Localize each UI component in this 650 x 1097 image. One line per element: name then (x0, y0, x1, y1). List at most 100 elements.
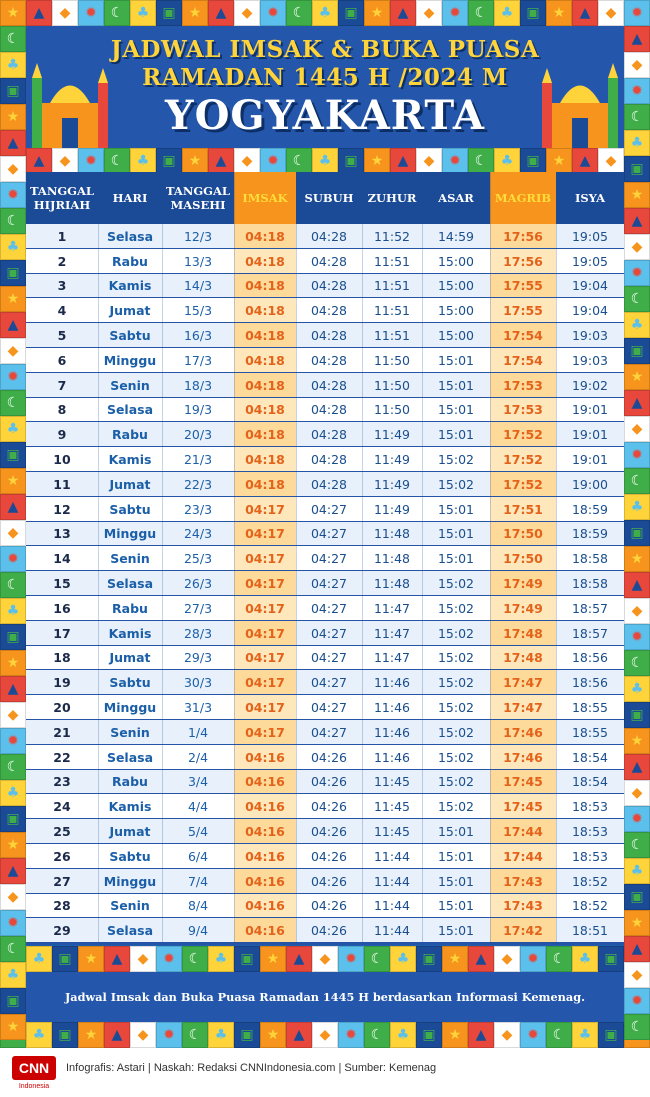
cell-asar: 15:01 (422, 868, 490, 894)
cell-hari: Senin (98, 720, 162, 745)
row-divider (26, 371, 624, 373)
mosque-icon: ▲ (572, 148, 598, 174)
cell-imsak: 04:16 (234, 918, 296, 944)
cell-isya: 18:52 (556, 893, 624, 919)
lantern-icon: ▣ (624, 702, 650, 728)
table-row: 24 Kamis 4/4 04:16 04:26 11:45 15:02 17:45 18:53 (26, 794, 624, 820)
mosque-icon: ▲ (0, 858, 26, 884)
crescent-icon: ☾ (104, 0, 130, 26)
crescent-icon: ☾ (182, 1022, 208, 1048)
palm-tree-icon: ♣ (572, 1022, 598, 1048)
cell-subuh: 04:28 (296, 273, 362, 299)
crescent-icon: ☾ (0, 26, 26, 52)
cell-asar: 15:02 (422, 571, 490, 596)
cell-asar: 15:00 (422, 273, 490, 299)
cell-asar: 15:01 (422, 546, 490, 572)
mosque-icon: ▲ (104, 1022, 130, 1048)
cell-magrib: 17:45 (490, 769, 556, 795)
lantern-icon: ▣ (52, 1022, 78, 1048)
table-row: 8 Selasa 19/3 04:18 04:28 11:50 15:01 17:53 19:0… (26, 397, 624, 423)
palm-tree-icon: ♣ (0, 962, 26, 988)
cell-masehi: 4/4 (162, 794, 234, 820)
cell-subuh: 04:27 (296, 720, 362, 745)
row-divider (26, 347, 624, 348)
cell-magrib: 17:50 (490, 521, 556, 547)
cell-zuhur: 11:44 (362, 918, 422, 944)
diamond-icon: ◆ (0, 338, 26, 364)
row-divider (26, 495, 624, 497)
cell-zuhur: 11:51 (362, 298, 422, 324)
cell-hijri: 1 (26, 224, 98, 249)
cell-zuhur: 11:44 (362, 893, 422, 919)
star-icon: ★ (0, 832, 26, 858)
cell-zuhur: 11:49 (362, 422, 422, 448)
cell-isya: 18:57 (556, 596, 624, 621)
cell-magrib: 17:55 (490, 298, 556, 324)
cell-magrib: 17:51 (490, 496, 556, 522)
star-icon: ★ (0, 468, 26, 494)
cell-hari: Minggu (98, 695, 162, 720)
cell-imsak: 04:18 (234, 422, 296, 448)
row-divider (26, 843, 624, 844)
row-divider (26, 867, 624, 869)
diamond-icon: ◆ (598, 148, 624, 174)
cell-hari: Jumat (98, 645, 162, 671)
cell-subuh: 04:27 (296, 521, 362, 547)
cell-isya: 18:59 (556, 496, 624, 522)
crescent-icon: ☾ (624, 468, 650, 494)
sun-icon: ✹ (260, 0, 286, 26)
cell-hijri: 28 (26, 893, 98, 919)
star-icon: ★ (624, 364, 650, 390)
cell-imsak: 04:17 (234, 496, 296, 522)
cell-isya: 19:00 (556, 472, 624, 497)
palm-tree-icon: ♣ (572, 946, 598, 972)
cell-magrib: 17:56 (490, 248, 556, 274)
cell-isya: 19:02 (556, 372, 624, 398)
table-row: 26 Sabtu 6/4 04:16 04:26 11:44 15:01 17:44 18:53 (26, 844, 624, 869)
column-divider (556, 172, 557, 945)
column-divider (422, 172, 423, 945)
cell-isya: 19:03 (556, 348, 624, 373)
cell-hari: Selasa (98, 397, 162, 423)
row-divider (26, 595, 624, 596)
cell-hijri: 21 (26, 720, 98, 745)
mosque-icon: ▲ (468, 1022, 494, 1048)
cell-magrib: 17:47 (490, 695, 556, 720)
table-row: 19 Sabtu 30/3 04:17 04:27 11:46 15:02 17:47 18:5… (26, 670, 624, 696)
cell-subuh: 04:28 (296, 372, 362, 398)
palm-tree-icon: ♣ (0, 780, 26, 806)
cell-imsak: 04:17 (234, 695, 296, 720)
table-row: 11 Jumat 22/3 04:18 04:28 11:49 15:02 17:52 19:0… (26, 472, 624, 497)
diamond-icon: ◆ (624, 598, 650, 624)
cell-hijri: 22 (26, 744, 98, 770)
cell-masehi: 5/4 (162, 819, 234, 844)
cell-imsak: 04:17 (234, 620, 296, 646)
cell-isya: 18:56 (556, 670, 624, 696)
cell-asar: 15:02 (422, 720, 490, 745)
diamond-icon: ◆ (52, 0, 78, 26)
mosque-icon: ▲ (208, 0, 234, 26)
crescent-icon: ☾ (0, 572, 26, 598)
cell-asar: 15:02 (422, 596, 490, 621)
cell-magrib: 17:54 (490, 348, 556, 373)
cell-masehi: 25/3 (162, 546, 234, 572)
header-imsak: IMSAK (234, 172, 296, 224)
crescent-icon: ☾ (624, 650, 650, 676)
cell-zuhur: 11:44 (362, 844, 422, 869)
row-divider (26, 471, 624, 472)
diamond-icon: ◆ (312, 946, 338, 972)
cell-hari: Kamis (98, 273, 162, 299)
cell-hari: Jumat (98, 472, 162, 497)
cell-masehi: 15/3 (162, 298, 234, 324)
palm-tree-icon: ♣ (312, 0, 338, 26)
cell-subuh: 04:27 (296, 571, 362, 596)
mosque-icon: ▲ (624, 572, 650, 598)
cell-isya: 18:53 (556, 794, 624, 820)
sun-icon: ✹ (0, 364, 26, 390)
cell-imsak: 04:18 (234, 397, 296, 423)
cell-hijri: 6 (26, 348, 98, 373)
sun-icon: ✹ (624, 260, 650, 286)
cell-masehi: 20/3 (162, 422, 234, 448)
diamond-icon: ◆ (598, 0, 624, 26)
star-icon: ★ (624, 546, 650, 572)
